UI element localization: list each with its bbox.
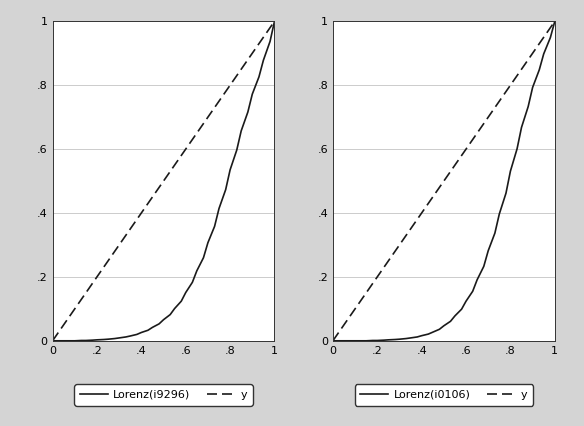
Legend: Lorenz(i0106), y: Lorenz(i0106), y: [355, 384, 533, 406]
Legend: Lorenz(i9296), y: Lorenz(i9296), y: [74, 384, 253, 406]
